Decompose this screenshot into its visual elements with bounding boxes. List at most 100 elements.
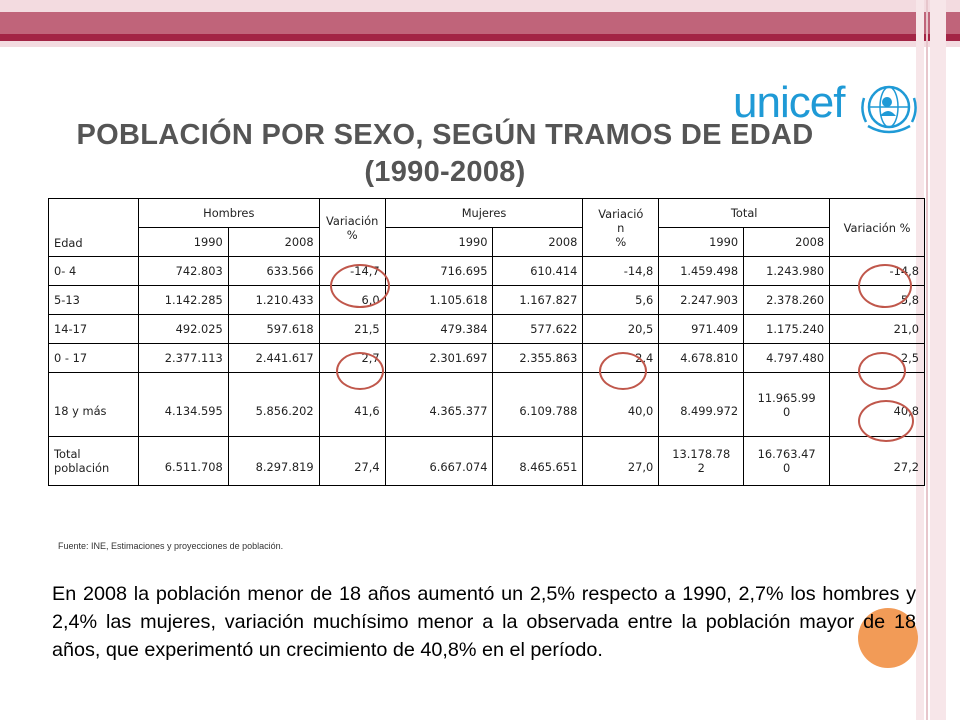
page-title: POBLACIÓN POR SEXO, SEGÚN TRAMOS DE EDAD… (30, 117, 860, 191)
cell-edad: 5-13 (48, 285, 139, 315)
cell-value-line: 2 (697, 461, 705, 475)
cell-edad: 0- 4 (48, 256, 139, 286)
cell-value: 8.297.819 (227, 436, 320, 486)
header-edad: Edad (48, 198, 139, 257)
cell-value-line: 13.178.78 (672, 447, 731, 461)
header-year: 1990 (137, 227, 229, 257)
cell-value: 1.459.498 (658, 256, 745, 286)
table-row: 0 - 17 2.377.113 2.441.617 2,7 2.301.697… (48, 343, 925, 373)
cell-value: 1.210.433 (227, 285, 320, 315)
top-band-light (0, 0, 960, 12)
cell-value: 577.622 (492, 314, 584, 344)
table-row: 0- 4 742.803 633.566 -14,7 716.695 610.4… (48, 256, 925, 286)
cell-value: 2.247.903 (658, 285, 745, 315)
cell-value: 20,5 (582, 314, 660, 344)
table-header-row: Edad Hombres Variación % Mujeres Variaci… (48, 198, 925, 257)
right-stripe (930, 0, 946, 720)
cell-value: 27,4 (318, 436, 386, 486)
highlight-circle (858, 352, 906, 390)
cell-value: 4.365.377 (384, 372, 494, 437)
cell-edad: 0 - 17 (48, 343, 139, 373)
cell-edad-line: Total (54, 447, 81, 461)
cell-value: 2.377.113 (137, 343, 229, 373)
cell-value-line: 0 (783, 404, 791, 419)
highlight-circle (599, 352, 647, 390)
cell-value: 2.301.697 (384, 343, 494, 373)
cell-value: 5.856.202 (227, 372, 320, 437)
decorative-dot (858, 608, 918, 668)
cell-value-line: 16.763.47 (757, 447, 816, 461)
highlight-circle (336, 352, 384, 390)
cell-value: 4.797.480 (743, 343, 831, 373)
header-year: 1990 (384, 227, 494, 257)
source-note: Fuente: INE, Estimaciones y proyecciones… (58, 541, 284, 551)
cell-value: 21,5 (318, 314, 386, 344)
summary-paragraph: En 2008 la población menor de 18 años au… (52, 583, 916, 661)
cell-value: 1.175.240 (743, 314, 831, 344)
cell-value: -14,8 (582, 256, 660, 286)
cell-value: 2.441.617 (227, 343, 320, 373)
unicef-globe-icon (861, 85, 917, 134)
cell-value: 21,0 (829, 314, 925, 344)
title-line-1: POBLACIÓN POR SEXO, SEGÚN TRAMOS DE EDAD (76, 119, 814, 151)
header-var-mujeres-line: % (615, 234, 627, 249)
table-row: 5-13 1.142.285 1.210.433 6,0 1.105.618 1… (48, 285, 925, 315)
cell-value: 597.618 (227, 314, 320, 344)
cell-value: 2.378.260 (743, 285, 831, 315)
cell-value: 11.965.99 0 (743, 372, 831, 437)
unicef-logo: unicef (733, 78, 845, 128)
header-year: 2008 (743, 227, 831, 257)
cell-value: 5,6 (582, 285, 660, 315)
table-row: Total población 6.511.708 8.297.819 27,4… (48, 436, 925, 486)
table-row: 18 y más 4.134.595 5.856.202 41,6 4.365.… (48, 372, 925, 437)
header-year: 1990 (658, 227, 745, 257)
top-band-bottom (0, 41, 960, 47)
cell-value: 4.678.810 (658, 343, 745, 373)
header-var-hombres: Variación % (318, 198, 386, 257)
cell-value: 13.178.78 2 (658, 436, 745, 486)
right-stripe-line (926, 0, 928, 720)
cell-value: 1.243.980 (743, 256, 831, 286)
logo-text: unicef (733, 78, 845, 127)
top-band-dark (0, 34, 960, 41)
cell-value: 492.025 (137, 314, 229, 344)
header-hombres: Hombres (137, 198, 320, 228)
cell-value: 479.384 (384, 314, 494, 344)
cell-value: 1.105.618 (384, 285, 494, 315)
header-var-mujeres-line: Variació (598, 206, 644, 221)
highlight-circle (330, 264, 390, 308)
cell-value: 6.667.074 (384, 436, 494, 486)
title-line-2: (1990-2008) (364, 156, 526, 188)
header-mujeres: Mujeres (384, 198, 584, 228)
cell-edad-line: población (54, 461, 110, 475)
cell-value-line: 11.965.99 (757, 390, 816, 405)
cell-value: 6.109.788 (492, 372, 584, 437)
header-var-mujeres-line: n (617, 220, 625, 235)
cell-value: 27,2 (829, 436, 925, 486)
cell-value: 971.409 (658, 314, 745, 344)
header-year: 2008 (492, 227, 584, 257)
cell-value: 8.465.651 (492, 436, 584, 486)
population-table: Edad Hombres Variación % Mujeres Variaci… (48, 198, 925, 486)
cell-edad: 14-17 (48, 314, 139, 344)
cell-edad: Total población (48, 436, 139, 486)
highlight-circle (858, 264, 912, 308)
cell-value: 610.414 (492, 256, 584, 286)
cell-value: 27,0 (582, 436, 660, 486)
cell-value-line: 0 (783, 461, 791, 475)
header-total: Total (658, 198, 831, 228)
cell-value: 1.167.827 (492, 285, 584, 315)
table-row: 14-17 492.025 597.618 21,5 479.384 577.6… (48, 314, 925, 344)
highlight-circle (858, 400, 914, 442)
cell-value: 633.566 (227, 256, 320, 286)
cell-value: 742.803 (137, 256, 229, 286)
cell-value: 16.763.47 0 (743, 436, 831, 486)
cell-value: 4.134.595 (137, 372, 229, 437)
cell-edad: 18 y más (48, 372, 139, 437)
cell-value: 716.695 (384, 256, 494, 286)
table-year-row: 1990 2008 1990 2008 1990 2008 (49, 227, 925, 257)
cell-value: 2.355.863 (492, 343, 584, 373)
cell-value: 8.499.972 (658, 372, 745, 437)
cell-value: 6.511.708 (137, 436, 229, 486)
cell-value: 1.142.285 (137, 285, 229, 315)
